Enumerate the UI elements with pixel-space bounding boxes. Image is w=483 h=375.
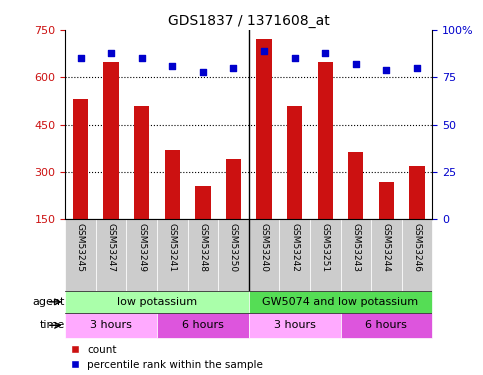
Text: GSM53251: GSM53251 xyxy=(321,223,330,272)
Text: GSM53244: GSM53244 xyxy=(382,223,391,272)
Text: GSM53245: GSM53245 xyxy=(76,223,85,272)
Legend: count, percentile rank within the sample: count, percentile rank within the sample xyxy=(71,345,263,370)
Point xyxy=(138,56,145,62)
Text: GSM53249: GSM53249 xyxy=(137,223,146,272)
Bar xyxy=(249,219,279,291)
Bar xyxy=(310,219,341,291)
Text: low potassium: low potassium xyxy=(117,297,197,307)
Bar xyxy=(348,152,364,219)
Point xyxy=(383,67,390,73)
Point xyxy=(199,69,207,75)
Bar xyxy=(65,313,157,338)
Text: GSM53247: GSM53247 xyxy=(107,223,115,272)
Bar xyxy=(127,219,157,291)
Point xyxy=(291,56,298,62)
Bar xyxy=(187,219,218,291)
Text: agent: agent xyxy=(32,297,65,307)
Text: 6 hours: 6 hours xyxy=(182,320,224,330)
Bar xyxy=(65,291,249,313)
Point xyxy=(413,65,421,71)
Bar xyxy=(341,313,432,338)
Bar xyxy=(279,219,310,291)
Text: GSM53242: GSM53242 xyxy=(290,223,299,272)
Text: 3 hours: 3 hours xyxy=(90,320,132,330)
Bar xyxy=(318,62,333,219)
Bar xyxy=(226,159,241,219)
Bar xyxy=(256,39,272,219)
Point xyxy=(77,56,85,62)
Bar xyxy=(157,313,249,338)
Point xyxy=(260,48,268,54)
Text: GSM53246: GSM53246 xyxy=(412,223,422,272)
Bar xyxy=(341,219,371,291)
Title: GDS1837 / 1371608_at: GDS1837 / 1371608_at xyxy=(168,13,329,28)
Text: GSM53250: GSM53250 xyxy=(229,223,238,272)
Bar xyxy=(165,150,180,219)
Text: 3 hours: 3 hours xyxy=(274,320,315,330)
Bar xyxy=(379,182,394,219)
Bar xyxy=(134,106,149,219)
Bar xyxy=(157,219,187,291)
Point xyxy=(169,63,176,69)
Text: GSM53241: GSM53241 xyxy=(168,223,177,272)
Bar xyxy=(103,62,119,219)
Point xyxy=(229,65,237,71)
Bar xyxy=(402,219,432,291)
Point xyxy=(321,50,329,56)
Bar xyxy=(96,219,127,291)
Bar xyxy=(195,186,211,219)
Bar xyxy=(218,219,249,291)
Text: GSM53243: GSM53243 xyxy=(351,223,360,272)
Bar xyxy=(73,99,88,219)
Text: time: time xyxy=(39,320,65,330)
Text: GW5074 and low potassium: GW5074 and low potassium xyxy=(262,297,419,307)
Bar xyxy=(249,313,341,338)
Bar xyxy=(371,219,402,291)
Text: GSM53248: GSM53248 xyxy=(199,223,207,272)
Bar xyxy=(65,219,96,291)
Point xyxy=(352,61,360,67)
Text: GSM53240: GSM53240 xyxy=(259,223,269,272)
Text: 6 hours: 6 hours xyxy=(366,320,407,330)
Bar xyxy=(287,106,302,219)
Bar xyxy=(249,291,432,313)
Point xyxy=(107,50,115,56)
Bar xyxy=(410,166,425,219)
